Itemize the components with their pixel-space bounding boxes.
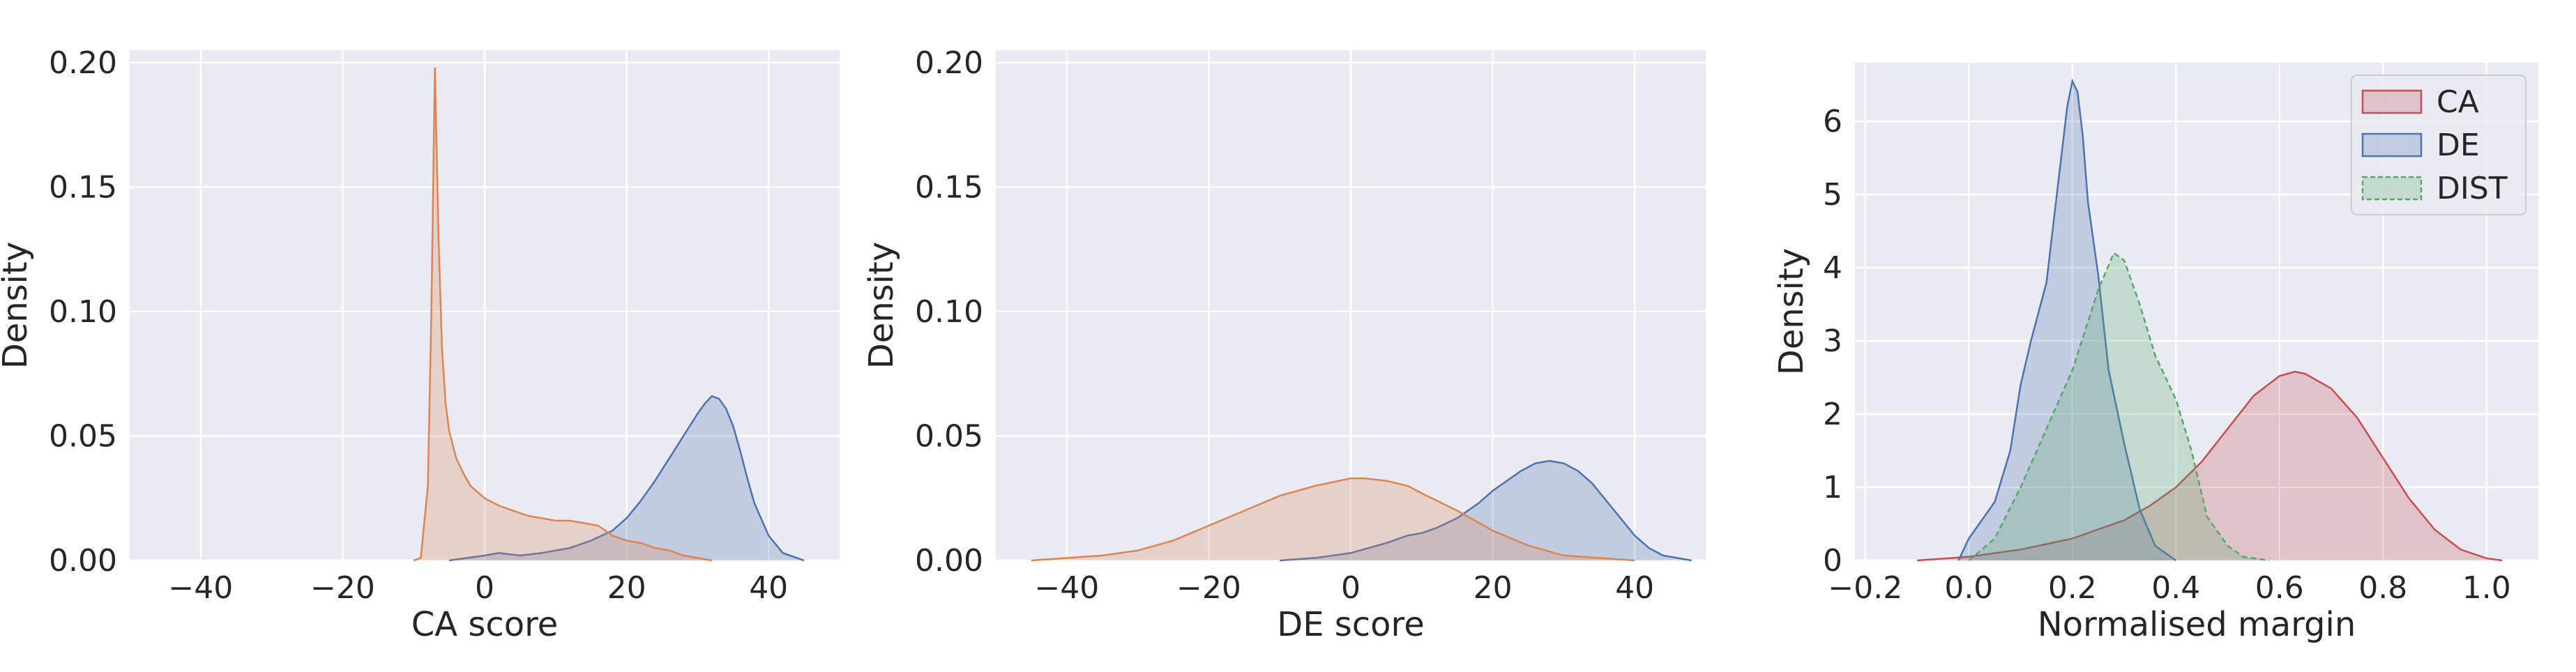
y-axis-label: Density <box>1772 248 1811 375</box>
density-line-series-0 <box>1280 459 1692 562</box>
legend-swatch-dist <box>2361 176 2423 201</box>
x-tick-label: −20 <box>1176 570 1241 606</box>
density-line-series-1 <box>1031 477 1635 562</box>
legend-box <box>2351 75 2526 215</box>
y-tick-label: 0 <box>1823 543 1842 579</box>
y-tick-label: 0.10 <box>915 294 983 330</box>
x-tick-label: 1.0 <box>2462 570 2511 606</box>
y-tick-label: 1 <box>1823 470 1842 505</box>
legend: CA DE DIST <box>2351 75 2526 215</box>
legend-label-ca: CA <box>2437 84 2479 120</box>
y-tick-label: 4 <box>1823 250 1842 286</box>
legend-swatch-de <box>2361 132 2423 158</box>
y-tick-label: 0.05 <box>49 418 117 454</box>
x-tick-label: 0 <box>475 570 494 606</box>
density-area-ca <box>1917 372 2502 560</box>
x-tick-label: 0.2 <box>2048 570 2097 606</box>
x-axis-label: Normalised margin <box>2038 605 2356 644</box>
density-line-dist <box>1968 252 2270 562</box>
x-tick-label: −40 <box>168 570 233 606</box>
chart-de-score: −40 −20 0 20 40 0.00 0.05 0.10 0.15 0.20 DE score D… <box>862 45 1706 644</box>
y-tick-label: 0.05 <box>915 418 983 454</box>
density-area-dist <box>1969 253 2269 560</box>
y-tick-label: 6 <box>1823 104 1842 139</box>
density-area-series-1 <box>414 68 712 560</box>
y-tick-label: 0.10 <box>49 294 117 330</box>
x-tick-label: 20 <box>1473 570 1513 606</box>
density-line-de <box>1957 78 2177 562</box>
legend-label-dist: DIST <box>2437 171 2508 206</box>
density-line-series-1 <box>413 67 713 562</box>
density-area-series-0 <box>449 396 805 560</box>
y-tick-label: 0.15 <box>915 169 983 205</box>
x-tick-label: −0.2 <box>1828 570 1902 606</box>
x-tick-label: 0.6 <box>2255 570 2304 606</box>
y-tick-label: 3 <box>1823 323 1842 359</box>
x-tick-label: −40 <box>1034 570 1099 606</box>
x-tick-label: 0.4 <box>2151 570 2200 606</box>
y-tick-label: 0.20 <box>49 45 117 81</box>
x-axis-label: DE score <box>1277 605 1425 644</box>
density-area-series-1 <box>1031 478 1635 560</box>
x-tick-label: 0.0 <box>1944 570 1993 606</box>
y-tick-label: 0.00 <box>915 543 983 579</box>
x-tick-label: 0.8 <box>2358 570 2407 606</box>
x-tick-label: 40 <box>749 570 788 606</box>
y-tick-label: 0.15 <box>49 169 117 205</box>
density-line-ca <box>1917 370 2503 562</box>
x-tick-label: 0 <box>1341 570 1361 606</box>
y-tick-label: 0.20 <box>915 45 983 81</box>
x-tick-label: −20 <box>310 570 375 606</box>
y-tick-label: 2 <box>1823 397 1842 432</box>
x-axis-label: CA score <box>411 605 559 644</box>
y-axis-label: Density <box>862 242 901 369</box>
density-area-series-0 <box>1280 461 1692 560</box>
density-line-series-0 <box>448 395 805 562</box>
y-tick-label: 0.00 <box>49 543 117 579</box>
y-tick-label: 5 <box>1823 177 1842 213</box>
legend-label-de: DE <box>2437 128 2480 163</box>
y-axis-label: Density <box>0 242 35 369</box>
chart-ca-score: −40 −20 0 20 40 0.00 0.05 0.10 0.15 0.20 CA score D… <box>0 45 840 644</box>
chart-normalised-margin: −0.2 0.0 0.2 0.4 0.6 0.8 1.0 0 1 2 3 4 5 6 Normalised … <box>1772 63 2538 644</box>
legend-swatch-ca <box>2361 89 2423 114</box>
density-area-de <box>1958 81 2176 561</box>
x-tick-label: 40 <box>1615 570 1654 606</box>
x-tick-label: 20 <box>607 570 646 606</box>
